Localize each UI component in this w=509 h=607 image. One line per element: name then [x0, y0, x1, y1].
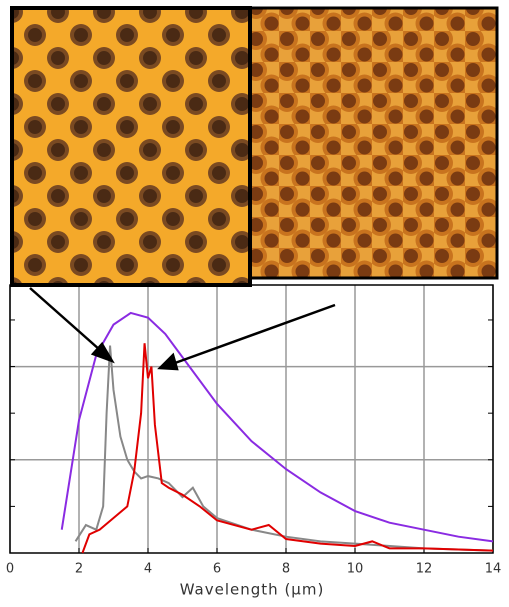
micrograph-left [10, 6, 252, 287]
micrograph-right [245, 6, 499, 280]
plot-frame [9, 284, 494, 554]
x-axis-label: Wavelength (μm) [180, 581, 325, 599]
x-tick-label: 10 [347, 562, 364, 577]
x-tick-label: 12 [416, 562, 433, 577]
x-tick-label: 0 [6, 562, 14, 577]
series-line [74, 345, 494, 552]
x-tick-label: 2 [75, 562, 83, 577]
plot-area: 0 2 4 6 8 10 12 14 [6, 284, 502, 577]
series-line [81, 343, 494, 554]
arrow [29, 287, 336, 371]
x-tick-label: 4 [144, 562, 152, 577]
series-line [60, 311, 494, 543]
x-tick-label: 6 [213, 562, 221, 577]
x-tick-label: 8 [282, 562, 290, 577]
x-tick-label: 14 [485, 562, 502, 577]
